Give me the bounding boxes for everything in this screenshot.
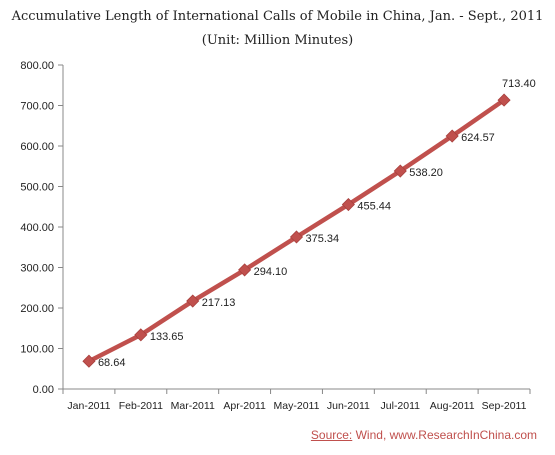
data-label: 538.20 xyxy=(409,167,443,179)
x-tick-label: Aug-2011 xyxy=(430,400,475,412)
data-point-marker xyxy=(82,354,96,368)
data-point-marker xyxy=(134,328,148,342)
data-label: 133.65 xyxy=(150,331,184,343)
source-text: Wind, www.ResearchInChina.com xyxy=(352,428,537,442)
y-tick-label: 300.00 xyxy=(20,263,54,275)
x-tick-label: Jan-2011 xyxy=(67,400,110,412)
data-label: 294.10 xyxy=(254,266,288,278)
x-tick-label: Sep-2011 xyxy=(482,400,527,412)
data-point-marker xyxy=(289,230,304,244)
data-label: 624.57 xyxy=(461,132,495,144)
chart-axes: 0.00 100.00 200.00 300.00 400.00 500.00 600.00… xyxy=(20,60,531,412)
data-point-marker xyxy=(341,197,355,212)
data-label: 455.44 xyxy=(357,201,391,213)
chart-series xyxy=(82,93,511,368)
y-tick-label: 500.00 xyxy=(20,182,54,194)
data-point-marker xyxy=(497,93,511,107)
y-tick-label: 200.00 xyxy=(20,303,54,315)
x-tick-label: Apr-2011 xyxy=(223,400,266,412)
data-label: 68.64 xyxy=(98,357,126,369)
y-tick-label: 700.00 xyxy=(20,101,54,113)
chart-data-labels: 68.64 133.65 217.13 294.10 375.34 455.44 538.2… xyxy=(98,78,536,369)
x-tick-label: May-2011 xyxy=(274,400,320,412)
x-tick-label: Jul-2011 xyxy=(381,400,421,412)
chart-title: Accumulative Length of International Cal… xyxy=(11,9,544,24)
source-note: Source: Wind, www.ResearchInChina.com xyxy=(311,428,537,442)
y-tick-label: 600.00 xyxy=(20,141,54,153)
data-point-marker xyxy=(445,129,459,143)
chart-subtitle: (Unit: Million Minutes) xyxy=(201,33,354,48)
data-point-marker xyxy=(238,263,252,277)
x-tick-label: Jun-2011 xyxy=(327,400,370,412)
data-label: 217.13 xyxy=(202,297,236,309)
y-tick-label: 800.00 xyxy=(20,60,54,72)
data-label: 375.34 xyxy=(306,233,340,245)
source-label: Source: xyxy=(310,428,353,442)
data-point-marker xyxy=(186,294,200,308)
y-tick-label: 0.00 xyxy=(33,384,54,396)
data-label: 713.40 xyxy=(502,78,536,90)
y-tick-label: 100.00 xyxy=(20,344,54,356)
x-tick-label: Feb-2011 xyxy=(119,400,163,412)
y-tick-label: 400.00 xyxy=(20,222,54,234)
x-tick-label: Mar-2011 xyxy=(171,400,215,412)
data-point-marker xyxy=(393,164,407,178)
